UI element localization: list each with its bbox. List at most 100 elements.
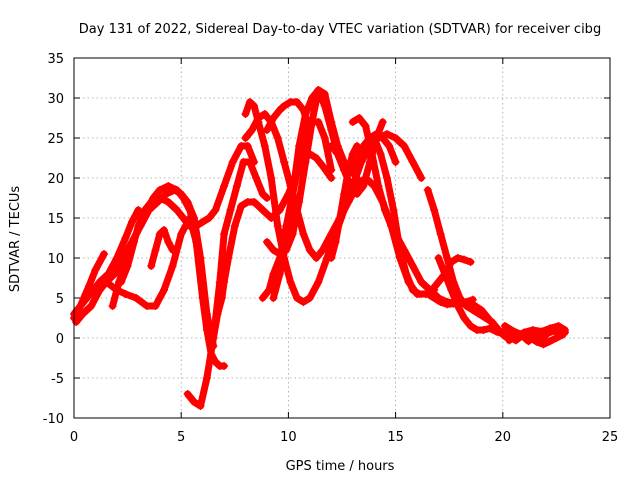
data-point-marker [130,238,138,246]
data-point-marker [168,262,177,270]
data-point-marker [361,122,370,130]
data-point-marker [155,194,164,202]
series-sat-s [370,134,475,298]
y-tick-label: 30 [47,92,64,107]
data-point-marker [443,300,452,309]
data-point-marker [213,310,222,318]
data-point-marker [430,206,439,214]
data-point-marker [460,255,469,264]
data-point-marker [288,190,297,198]
series-line [263,98,314,134]
data-point-marker [353,142,361,150]
data-point-marker [87,302,96,310]
series-sat-h [183,158,271,410]
data-point-marker [263,238,271,246]
data-point-marker [355,114,364,122]
data-point-marker [164,182,173,190]
data-point-marker [190,398,199,406]
data-point-marker [267,174,276,182]
data-point-marker [370,134,379,142]
data-point-marker [228,158,237,166]
data-point-marker [408,286,417,294]
data-point-marker [353,158,361,166]
data-point-marker [434,254,443,262]
data-point-marker [434,278,443,286]
data-point-marker [220,278,229,286]
data-point-marker [348,118,357,126]
data-point-marker [383,174,391,182]
data-point-marker [498,330,507,338]
data-point-marker [353,190,361,198]
data-point-marker [248,126,256,134]
data-point-marker [260,142,269,150]
series-line [259,118,335,302]
data-point-marker [436,298,445,306]
data-point-marker [192,222,201,230]
data-series [70,86,569,410]
data-point-marker [391,158,400,166]
data-point-marker [500,322,509,330]
data-point-marker [269,114,278,122]
data-point-marker [183,390,192,398]
data-point-marker [127,218,136,226]
data-point-marker [275,254,284,262]
data-point-marker [263,126,271,134]
data-point-marker [280,158,289,166]
x-axis-label: GPS time / hours [286,459,395,474]
series-line [184,158,271,410]
data-point-marker [320,90,329,98]
data-point-marker [314,86,323,94]
data-point-marker [312,254,321,262]
data-point-marker [320,134,329,142]
data-point-marker [301,134,310,142]
data-point-marker [100,250,108,258]
plot-frame [73,57,611,419]
data-point-marker [314,278,323,286]
data-point-marker [299,106,308,114]
data-point-marker [220,230,229,238]
data-point-marker [85,282,93,290]
data-point-marker [305,246,314,254]
data-point-marker [76,302,85,310]
data-point-marker [258,206,267,214]
x-tick-label: 25 [602,430,619,445]
data-point-marker [245,98,254,106]
data-point-marker [408,262,417,270]
data-point-marker [273,222,282,230]
data-point-marker [327,142,336,150]
data-point-marker [230,222,239,230]
data-point-marker [453,302,462,310]
data-point-marker [436,230,445,238]
data-point-marker [318,246,327,254]
data-point-marker [254,114,263,122]
data-point-marker [561,326,569,334]
data-point-marker [252,174,261,182]
data-point-marker [224,254,233,262]
data-point-marker [155,186,164,194]
data-point-marker [269,294,278,302]
data-point-marker [196,402,205,410]
data-point-marker [299,230,308,238]
data-point-marker [460,314,469,322]
data-point-marker [333,150,342,158]
data-point-marker [226,206,235,214]
data-point-marker [552,334,561,342]
data-point-marker [526,334,535,342]
data-point-marker [335,214,344,222]
data-point-marker [172,186,181,194]
data-point-marker [466,258,475,266]
data-point-marker [151,246,160,254]
data-point-marker [151,302,160,310]
data-point-marker [376,150,385,158]
data-point-marker [539,340,548,349]
data-point-marker [265,286,274,294]
data-point-marker [305,294,314,302]
y-tick-label: 10 [47,252,64,267]
data-point-marker [209,334,218,342]
data-point-marker [282,222,291,230]
data-point-marker [237,202,246,210]
data-point-marker [168,246,177,254]
data-point-marker [179,194,188,202]
series-sat-q [327,142,361,262]
